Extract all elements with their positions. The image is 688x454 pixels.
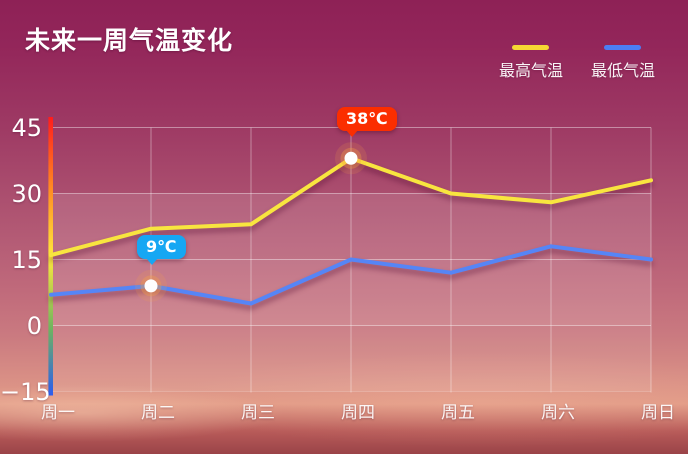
split-band: [51, 259, 651, 326]
callout-bubble-2: 9℃: [137, 234, 186, 265]
x-tick-label-3: 周三: [241, 403, 275, 423]
callout-tail: [346, 130, 358, 138]
legend-label-max-temp: 最高气温: [498, 61, 563, 80]
x-tick-label-2: 周二: [141, 403, 175, 423]
y-tick-label: 30: [11, 179, 42, 208]
callout-bubble-1: 38℃: [337, 107, 397, 138]
y-tick-label: 0: [26, 311, 42, 340]
legend: 最高气温 最低气温: [499, 45, 655, 81]
plot-bands: [51, 193, 651, 392]
x-tick-label-1: 周一: [41, 403, 75, 423]
y-tick-label: −15: [0, 377, 51, 406]
x-tick-label-5: 周五: [441, 403, 475, 423]
marker-dot[interactable]: [344, 151, 358, 165]
x-tick-label-7: 周日: [641, 403, 675, 423]
x-tick-label-4: 周四: [341, 403, 375, 423]
legend-item-min-temp[interactable]: 最低气温: [591, 45, 655, 81]
split-band: [51, 325, 651, 392]
data-point-marker[interactable]: [335, 142, 367, 175]
data-point-marker[interactable]: [135, 269, 167, 302]
y-tick-label: 45: [11, 113, 42, 142]
legend-label-min-temp: 最低气温: [590, 61, 655, 80]
legend-item-max-temp[interactable]: 最高气温: [499, 45, 563, 81]
page-title: 未来一周气温变化: [25, 26, 234, 55]
callout-tail: [146, 257, 158, 265]
x-tick-label-6: 周六: [541, 403, 575, 423]
legend-swatch-max-temp: [512, 45, 550, 50]
y-tick-label: 15: [11, 245, 42, 274]
legend-swatch-min-temp: [604, 45, 642, 50]
marker-dot[interactable]: [144, 279, 158, 293]
